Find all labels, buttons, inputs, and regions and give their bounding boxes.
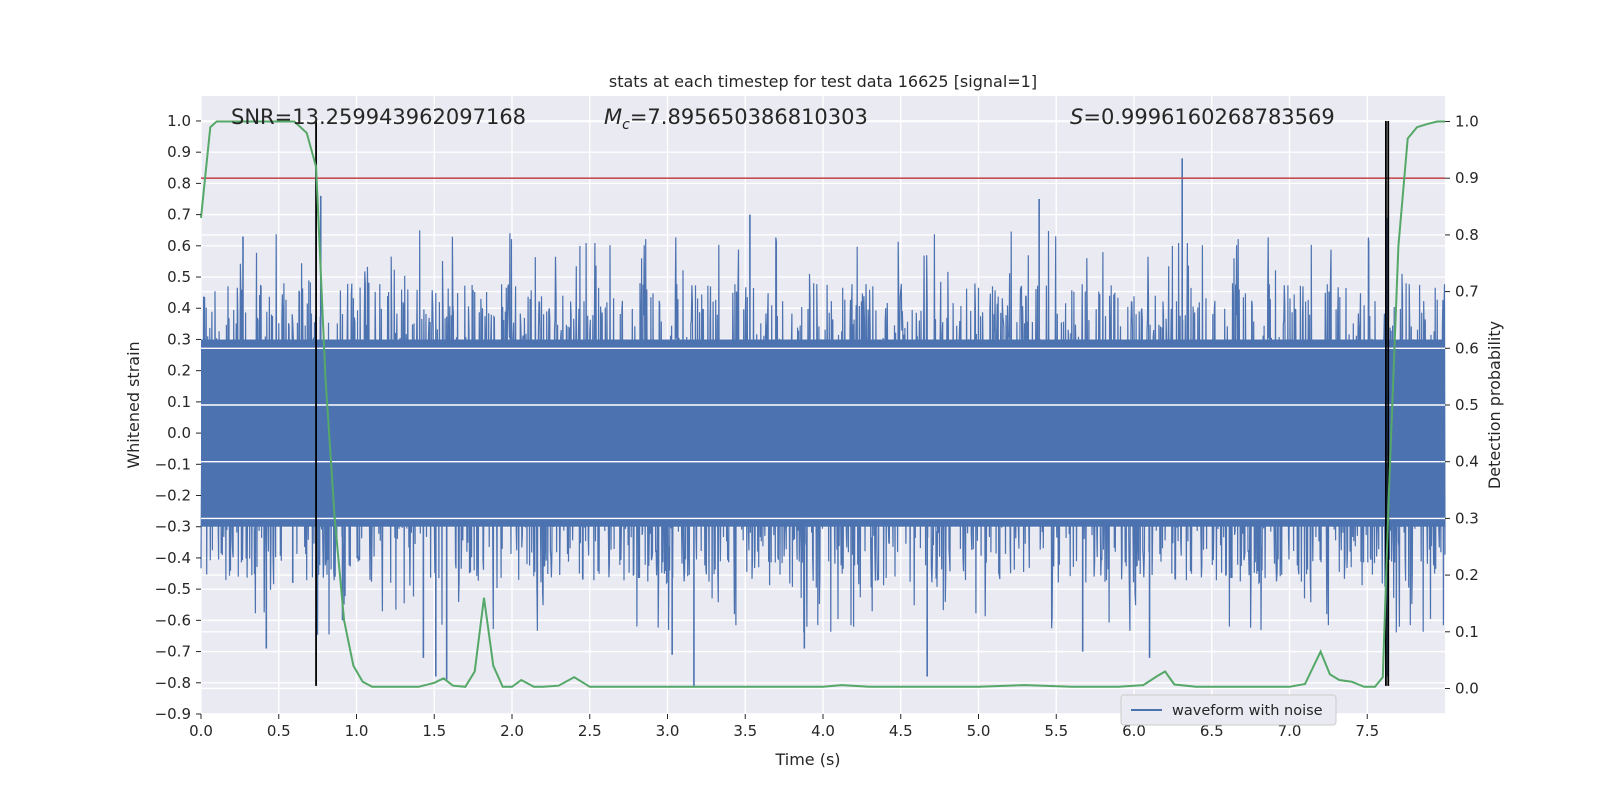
- x-tick-label: 0.0: [189, 722, 213, 740]
- s-value: =0.9996160268783569: [1083, 105, 1334, 129]
- probability-series: [200, 120, 1445, 688]
- y-tick-label-left: 0.4: [167, 299, 191, 317]
- x-tick-label: 3.0: [656, 722, 680, 740]
- snr-annotation: SNR=13.259943962097168: [231, 105, 526, 129]
- y-tick-label-left: 0.7: [167, 206, 191, 224]
- waveform-core-band: [201, 339, 1445, 527]
- y-axis-label-right: Detection probability: [1485, 321, 1504, 489]
- y-tick-label-left: −0.7: [155, 643, 191, 661]
- legend-label-waveform: waveform with noise: [1172, 703, 1323, 719]
- y-tick-label-left: −0.9: [155, 705, 191, 723]
- y-tick-label-right: 0.1: [1455, 623, 1479, 641]
- chirp-mass-value: =7.895650386810303: [630, 105, 868, 129]
- y-tick-label-left: 0.1: [167, 393, 191, 411]
- x-tick-label: 5.5: [1044, 722, 1068, 740]
- y-tick-label-left: −0.3: [155, 518, 191, 536]
- waveform-series: [200, 158, 1446, 686]
- s-annotation: S=0.9996160268783569: [1070, 105, 1335, 129]
- y-tick-label-right: 0.7: [1455, 283, 1479, 301]
- x-tick-label: 7.0: [1278, 722, 1302, 740]
- chirp-mass-subscript: c: [622, 117, 630, 133]
- y-ticks-right: 1.0 0.9 0.8 0.7 0.6 0.5 0.4 0.3 0.2 0.1 0.0: [1445, 113, 1479, 697]
- x-tick-label: 6.5: [1200, 722, 1224, 740]
- y-tick-label-right: 0.8: [1455, 226, 1479, 244]
- x-tick-label: 2.0: [500, 722, 524, 740]
- x-tick-label: 6.0: [1122, 722, 1146, 740]
- y-tick-label-left: −0.4: [155, 549, 191, 567]
- y-tick-label-left: −0.5: [155, 580, 191, 598]
- x-tick-label: 0.5: [267, 722, 291, 740]
- x-tick-label: 1.5: [422, 722, 446, 740]
- y-tick-label-left: −0.8: [155, 674, 191, 692]
- y-tick-label-left: 0.3: [167, 330, 191, 348]
- x-axis-label: Time (s): [774, 750, 840, 769]
- legend: waveform with noise: [1120, 694, 1337, 726]
- y-tick-label-left: −0.6: [155, 611, 191, 629]
- y-tick-label-left: 0.0: [167, 424, 191, 442]
- x-tick-label: 3.5: [733, 722, 757, 740]
- x-tick-label: 4.5: [889, 722, 913, 740]
- y-tick-label-left: 0.8: [167, 174, 191, 192]
- probability-curve: [200, 120, 1445, 688]
- chirp-mass-annotation: Mc=7.895650386810303: [604, 105, 868, 133]
- legend-box: [1120, 694, 1337, 726]
- x-ticks: 0.0 0.5 1.0 1.5 2.0 2.5 3.0 3.5 4.0 4.5 5.0 5.5 6.0 6…: [189, 714, 1379, 740]
- chart-title: stats at each timestep for test data 166…: [609, 72, 1037, 91]
- y-tick-label-right: 0.5: [1455, 396, 1479, 414]
- x-tick-label: 4.0: [811, 722, 835, 740]
- y-tick-label-left: 0.9: [167, 143, 191, 161]
- y-tick-label-right: 0.0: [1455, 679, 1479, 697]
- y-tick-label-right: 0.4: [1455, 453, 1479, 471]
- y-tick-label-right: 0.6: [1455, 339, 1479, 357]
- y-tick-label-left: 0.2: [167, 362, 191, 380]
- y-ticks-left: 1.0 0.9 0.8 0.7 0.6 0.5 0.4 0.3 0.2 0.1 0.0 −0.1 −0.…: [155, 112, 201, 723]
- y-tick-label-right: 0.9: [1455, 169, 1479, 187]
- s-symbol: S: [1070, 105, 1083, 129]
- chirp-mass-symbol: M: [604, 105, 622, 129]
- y-tick-label-right: 0.2: [1455, 566, 1479, 584]
- x-tick-label: 1.0: [345, 722, 369, 740]
- x-tick-label: 7.5: [1355, 722, 1379, 740]
- y-axis-label-left: Whitened strain: [124, 341, 143, 468]
- y-tick-label-left: 0.6: [167, 237, 191, 255]
- y-tick-label-left: 0.5: [167, 268, 191, 286]
- y-tick-label-right: 1.0: [1455, 113, 1479, 131]
- y-tick-label-right: 0.3: [1455, 509, 1479, 527]
- x-tick-label: 5.0: [967, 722, 991, 740]
- y-tick-label-left: 1.0: [167, 112, 191, 130]
- x-tick-label: 2.5: [578, 722, 602, 740]
- y-tick-label-left: −0.1: [155, 455, 191, 473]
- y-tick-label-left: −0.2: [155, 487, 191, 505]
